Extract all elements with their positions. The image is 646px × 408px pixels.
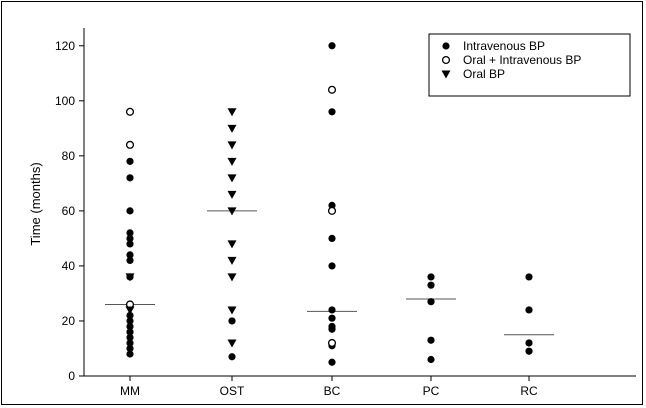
data-point [327, 85, 337, 94]
data-point [227, 141, 237, 150]
data-point [126, 157, 134, 165]
data-point [126, 234, 134, 242]
data-point [228, 317, 236, 325]
data-point [327, 206, 337, 215]
data-point [126, 251, 134, 259]
data-point [328, 201, 336, 209]
x-tick-label: PC [423, 384, 440, 398]
data-point [227, 124, 237, 133]
y-axis-label: Time (months) [28, 162, 43, 245]
data-point [126, 339, 134, 347]
data-point [227, 339, 237, 348]
data-point [427, 273, 435, 281]
data-point [126, 317, 134, 325]
data-point [227, 207, 237, 216]
y-tick-label: 40 [62, 259, 76, 273]
data-point [427, 281, 435, 289]
legend-box [428, 33, 631, 97]
x-tick-label: MM [120, 384, 140, 398]
data-point [126, 322, 134, 331]
data-point [227, 174, 237, 183]
data-point [227, 240, 237, 249]
data-point [126, 229, 134, 237]
data-point [126, 256, 134, 265]
data-point [327, 338, 337, 348]
data-point [126, 344, 134, 353]
data-point [328, 262, 336, 270]
data-point [125, 107, 135, 116]
data-point [328, 314, 336, 322]
x-tick-label: OST [220, 384, 245, 398]
data-point [525, 306, 533, 314]
legend-marker [441, 70, 451, 79]
data-point [227, 256, 237, 265]
data-point [525, 339, 533, 347]
data-point [125, 306, 135, 315]
data-point [227, 190, 237, 199]
data-point [126, 333, 134, 342]
data-point [125, 273, 135, 282]
data-point [126, 207, 134, 215]
data-point [126, 328, 134, 336]
data-point [227, 157, 237, 166]
y-tick-label: 100 [55, 94, 75, 108]
x-tick-label: RC [520, 384, 538, 398]
x-tick-label: BC [324, 384, 341, 398]
y-tick-label: 80 [62, 149, 76, 163]
data-point [525, 273, 533, 281]
data-point [227, 108, 237, 117]
data-point [328, 306, 336, 314]
legend-marker [442, 42, 450, 50]
legend-label: Oral + Intravenous BP [463, 53, 581, 67]
data-point [328, 325, 336, 333]
data-point [125, 140, 135, 149]
y-tick-label: 60 [62, 204, 76, 218]
data-point [126, 311, 134, 320]
data-point [126, 350, 134, 358]
data-point [328, 42, 336, 50]
data-point [427, 336, 435, 344]
data-point [427, 298, 435, 306]
legend-label: Intravenous BP [463, 39, 545, 53]
y-tick-label: 20 [62, 314, 76, 328]
data-point [126, 174, 134, 182]
data-point [427, 355, 435, 364]
data-point [126, 240, 134, 248]
data-point [227, 306, 237, 315]
data-point [525, 347, 533, 355]
data-point [328, 234, 336, 242]
y-tick-label: 0 [68, 369, 75, 383]
data-point [328, 108, 336, 116]
data-point [328, 358, 336, 366]
y-tick-label: 120 [55, 39, 75, 53]
data-point [227, 273, 237, 282]
legend-label: Oral BP [463, 67, 505, 81]
data-point [228, 353, 236, 361]
legend-marker [441, 55, 451, 65]
